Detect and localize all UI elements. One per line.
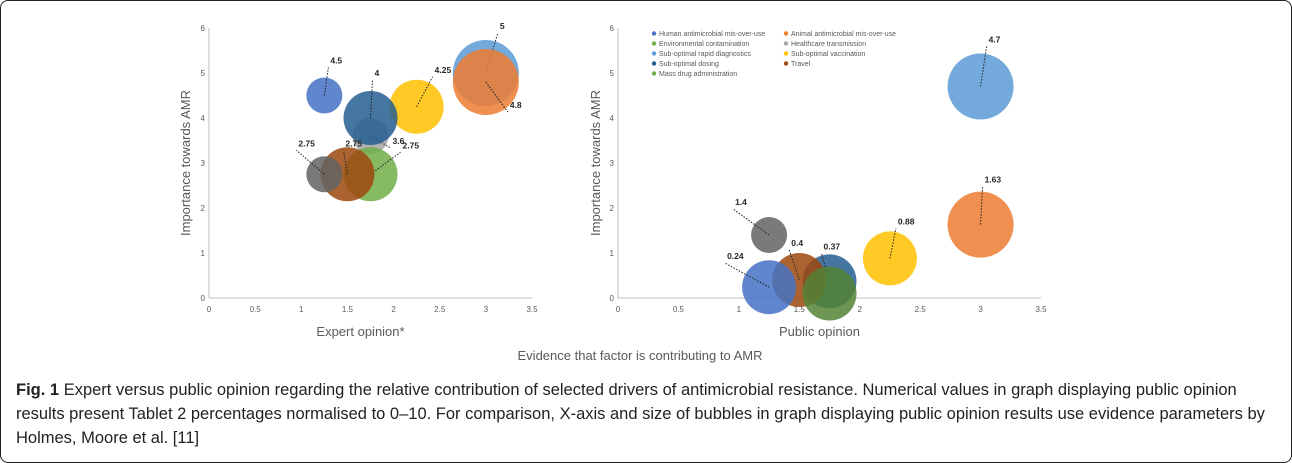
x-axis-label: Public opinion	[779, 324, 860, 339]
data-label: 3.6	[393, 136, 405, 146]
legend-marker	[651, 51, 657, 56]
legend-item-label: Sub-optimal dosing	[659, 61, 719, 68]
x-tick-label: 0	[207, 305, 212, 314]
data-label: 4.5	[330, 56, 342, 66]
y-tick-label: 0	[610, 294, 615, 303]
x-tick-label: 2.5	[434, 305, 446, 314]
legend-marker	[651, 71, 657, 76]
legend-marker	[783, 51, 789, 56]
data-label: 2.75	[403, 140, 420, 150]
y-tick-label: 2	[610, 204, 615, 213]
x-tick-label: 2	[857, 305, 862, 314]
data-label-leader	[370, 79, 373, 119]
x-tick-label: 3	[978, 305, 983, 314]
y-tick-label: 5	[610, 69, 615, 78]
legend-marker	[783, 31, 789, 36]
legend-item-label: Sub-optimal rapid diagnostics	[659, 51, 751, 58]
data-label-leader	[980, 186, 984, 225]
y-tick-label: 4	[201, 114, 206, 123]
data-label: 0.88	[898, 216, 915, 226]
x-tick-label: 1	[299, 305, 304, 314]
y-tick-label: 4	[610, 114, 615, 123]
data-label-leader	[732, 208, 770, 236]
data-label: 1.4	[735, 197, 747, 207]
caption-text: Expert versus public opinion regarding t…	[16, 381, 1265, 447]
y-tick-label: 1	[610, 249, 615, 258]
y-axis-label: Importance towards AMR	[588, 90, 603, 236]
x-tick-label: 1	[737, 305, 742, 314]
legend-item-label: Environmental contamination	[659, 41, 749, 48]
legend-item-label: Sub-optimal vaccination	[791, 51, 865, 58]
legend: Human antimicrobial mis-over-use Animal a…	[651, 31, 896, 78]
legend-item-label: Animal antimicrobial mis-over-use	[791, 31, 896, 38]
data-label: 4.7	[989, 35, 1001, 45]
data-label: 4.8	[510, 100, 522, 110]
chart-panel-2: 0 1 2 3 4 5 6 0 0.5 1 1.5 2 2.5 3 3.5 Importance toward…	[588, 24, 1047, 339]
y-tick-label: 3	[610, 159, 615, 168]
x-tick-label: 3.5	[1035, 305, 1047, 314]
x-tick-label: 1.5	[342, 305, 354, 314]
x-tick-label: 3	[484, 305, 489, 314]
shared-x-axis-label: Evidence that factor is contributing to …	[518, 348, 763, 363]
x-tick-label: 0	[616, 305, 621, 314]
y-tick-label: 0	[201, 294, 206, 303]
chart-panel-1: 0 1 2 3 4 5 6 0 0.5 1 1.5 2 2.5 3 3.5 Importance toward…	[178, 21, 538, 339]
legend-item-label: Mass drug administration	[659, 71, 737, 78]
legend-marker	[651, 61, 657, 66]
bubble	[802, 266, 857, 321]
legend-item-label: Human antimicrobial mis-over-use	[659, 31, 765, 38]
data-label: 2.75	[345, 138, 362, 148]
legend-marker	[783, 61, 789, 66]
data-label-leader	[416, 76, 434, 107]
y-tick-label: 3	[201, 159, 206, 168]
legend-marker	[651, 41, 657, 46]
x-axis-label: Expert opinion*	[316, 324, 404, 339]
data-label-leader	[821, 253, 830, 282]
y-tick-label: 1	[201, 249, 206, 258]
data-label: 5	[500, 21, 505, 31]
legend-item-label: Travel	[791, 61, 811, 68]
figure-caption: Fig. 1 Expert versus public opinion rega…	[16, 378, 1278, 450]
data-label-leader	[724, 262, 770, 288]
data-label-leader	[370, 151, 401, 175]
data-label: 4	[375, 68, 380, 78]
y-tick-label: 6	[610, 24, 615, 33]
y-tick-label: 2	[201, 204, 206, 213]
legend-marker	[651, 31, 657, 36]
data-label: 0.4	[791, 238, 803, 248]
y-tick-label: 5	[201, 69, 206, 78]
data-label: 1.63	[985, 175, 1002, 185]
x-tick-label: 2	[391, 305, 396, 314]
y-axis-label: Importance towards AMR	[178, 90, 193, 236]
x-tick-label: 3.5	[526, 305, 538, 314]
x-tick-label: 2.5	[915, 305, 927, 314]
data-label-leader	[889, 228, 897, 259]
x-tick-label: 0.5	[673, 305, 685, 314]
legend-item-label: Healthcare transmission	[791, 41, 866, 48]
data-label: 0.24	[727, 251, 744, 261]
data-label-leader	[980, 46, 988, 87]
data-label: 4.25	[435, 65, 452, 75]
x-tick-label: 0.5	[250, 305, 262, 314]
x-tick-label: 1.5	[794, 305, 806, 314]
y-tick-label: 6	[201, 24, 206, 33]
data-label-leader	[296, 149, 325, 175]
data-label: 2.75	[298, 138, 315, 148]
legend-marker	[783, 41, 789, 46]
data-label-leader	[342, 150, 348, 175]
caption-label: Fig. 1	[16, 381, 60, 399]
figure-charts: 0 1 2 3 4 5 6 0 0.5 1 1.5 2 2.5 3 3.5 Importance toward…	[178, 21, 1047, 363]
data-label-leader	[485, 81, 509, 113]
data-label: 0.37	[824, 241, 841, 251]
data-label-leader	[788, 249, 800, 281]
